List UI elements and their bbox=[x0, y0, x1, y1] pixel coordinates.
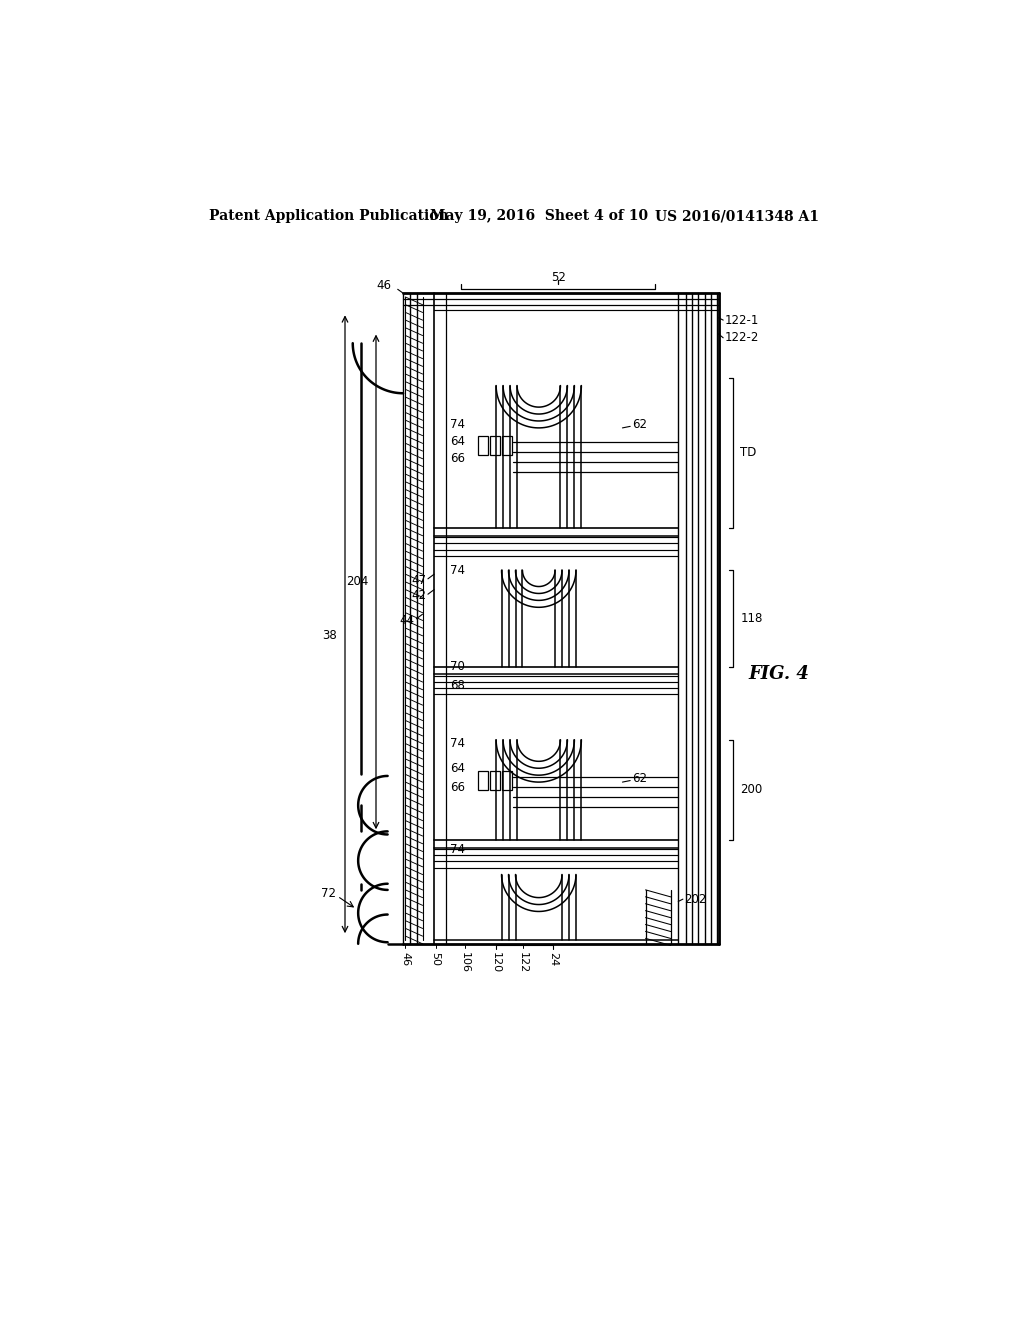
Text: 74: 74 bbox=[451, 737, 465, 750]
Text: 46: 46 bbox=[400, 952, 411, 966]
Text: 52: 52 bbox=[551, 271, 565, 284]
Text: 46: 46 bbox=[377, 279, 391, 292]
Bar bbox=[478, 436, 488, 455]
Text: 120: 120 bbox=[492, 952, 501, 973]
Text: 24: 24 bbox=[548, 952, 558, 966]
Text: 106: 106 bbox=[460, 952, 470, 973]
Text: 68: 68 bbox=[451, 680, 465, 693]
Bar bbox=[478, 771, 488, 789]
Text: 74: 74 bbox=[451, 842, 465, 855]
Text: TD: TD bbox=[740, 446, 757, 459]
Text: 64: 64 bbox=[451, 436, 465, 449]
Bar bbox=[502, 436, 512, 455]
Text: 118: 118 bbox=[740, 611, 763, 624]
Text: 66: 66 bbox=[451, 781, 465, 795]
Text: 66: 66 bbox=[451, 453, 465, 465]
Text: 64: 64 bbox=[451, 762, 465, 775]
Text: 122-2: 122-2 bbox=[725, 331, 759, 345]
Text: 62: 62 bbox=[632, 772, 647, 785]
Text: 74: 74 bbox=[451, 564, 465, 577]
Text: 200: 200 bbox=[740, 783, 763, 796]
Text: 47: 47 bbox=[412, 574, 426, 587]
Bar bbox=[502, 771, 512, 789]
Bar bbox=[489, 436, 500, 455]
Text: 72: 72 bbox=[321, 887, 336, 900]
Text: 44: 44 bbox=[399, 614, 415, 627]
Text: May 19, 2016  Sheet 4 of 10: May 19, 2016 Sheet 4 of 10 bbox=[430, 209, 648, 223]
Text: 50: 50 bbox=[431, 952, 440, 965]
Text: 204: 204 bbox=[346, 576, 369, 589]
Text: FIG. 4: FIG. 4 bbox=[748, 665, 809, 684]
Text: 122-1: 122-1 bbox=[725, 314, 759, 326]
Text: 42: 42 bbox=[412, 589, 426, 602]
Bar bbox=[489, 771, 500, 789]
Text: 202: 202 bbox=[684, 892, 707, 906]
Text: 70: 70 bbox=[451, 660, 465, 673]
Text: US 2016/0141348 A1: US 2016/0141348 A1 bbox=[655, 209, 819, 223]
Text: Patent Application Publication: Patent Application Publication bbox=[209, 209, 449, 223]
Text: 122: 122 bbox=[518, 952, 528, 973]
Text: 62: 62 bbox=[632, 417, 647, 430]
Text: 38: 38 bbox=[323, 630, 337, 643]
Text: 74: 74 bbox=[451, 417, 465, 430]
